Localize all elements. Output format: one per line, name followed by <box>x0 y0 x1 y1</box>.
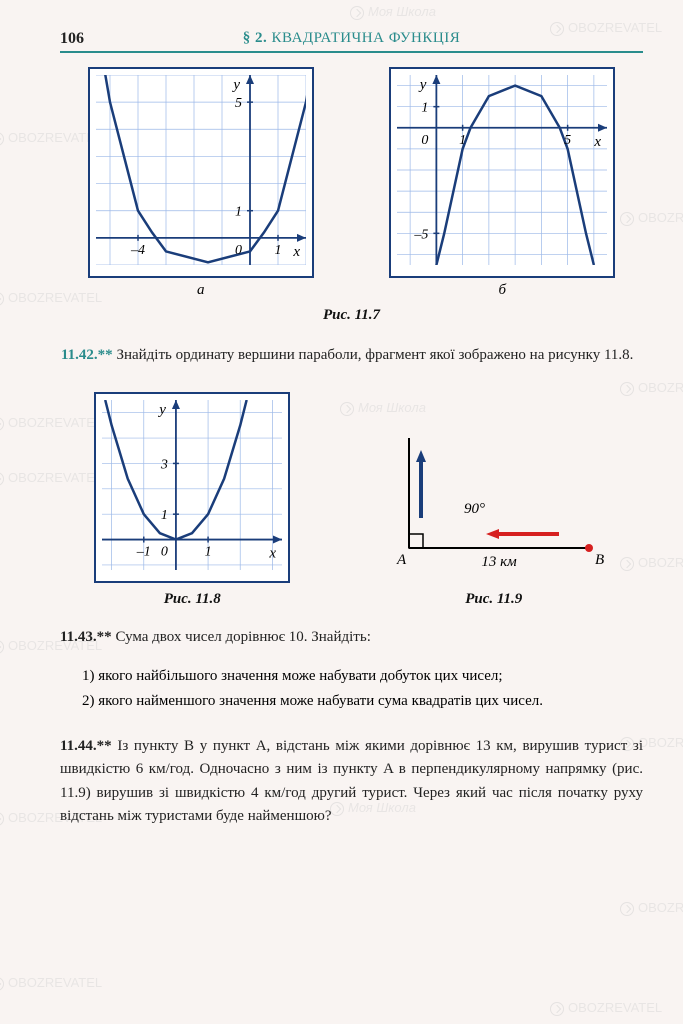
problem-11-43-num: 11.43.** <box>60 629 112 645</box>
svg-text:B: B <box>595 552 604 568</box>
svg-text:1: 1 <box>274 243 281 258</box>
problem-11-43: 11.43.** Сума двох чисел дорівнює 10. Зн… <box>60 626 643 649</box>
chart-b-caption: б <box>389 282 615 299</box>
svg-text:3: 3 <box>160 458 168 473</box>
svg-text:0: 0 <box>422 133 429 148</box>
chart-a-wrap: –4 1 1 5 0 x y а <box>88 67 314 299</box>
svg-text:x: x <box>594 134 602 150</box>
chart-b: 1 5 1 –5 0 x y <box>389 67 615 278</box>
chart-a: –4 1 1 5 0 x y <box>88 67 314 278</box>
problem-11-43-intro: Сума двох чисел дорівнює 10. Знайдіть: <box>115 629 370 645</box>
problem-11-44: 11.44.** Із пункту B у пункт A, відстань… <box>60 735 643 828</box>
svg-text:0: 0 <box>235 243 242 258</box>
problem-11-43-item1: 1) якого найбільшого значення може набув… <box>60 665 643 688</box>
diagram-9-wrap: 90° A B 13 км Рис. 11.9 <box>379 418 609 608</box>
svg-text:5: 5 <box>564 133 571 148</box>
section-title: § 2. КВАДРАТИЧНА ФУНКЦІЯ <box>60 30 643 47</box>
svg-text:1: 1 <box>422 101 429 116</box>
svg-text:y: y <box>231 77 240 93</box>
chart-b-wrap: 1 5 1 –5 0 x y б <box>389 67 615 299</box>
svg-text:–5: –5 <box>414 227 429 242</box>
chart-8-wrap: –1 1 1 3 0 x y Рис. 11.8 <box>94 392 290 608</box>
figure-11-8-9-row: –1 1 1 3 0 x y Рис. 11.8 90° A B 13 км Рис. 11.9 <box>60 392 643 608</box>
header-rule <box>60 51 643 53</box>
svg-text:1: 1 <box>235 205 242 220</box>
svg-text:5: 5 <box>235 96 242 111</box>
svg-text:90°: 90° <box>464 501 485 517</box>
figure-11-7-row: –4 1 1 5 0 x y а 1 5 1 –5 0 x y б <box>60 67 643 299</box>
fig-11-7-caption: Рис. 11.7 <box>60 307 643 324</box>
chart-8: –1 1 1 3 0 x y <box>94 392 290 583</box>
svg-text:x: x <box>292 244 300 260</box>
svg-text:1: 1 <box>205 545 212 560</box>
problem-11-44-text: Із пункту B у пункт A, відстань між яким… <box>60 738 643 824</box>
svg-text:13 км: 13 км <box>481 554 517 570</box>
fig-11-9-caption: Рис. 11.9 <box>379 591 609 608</box>
svg-text:0: 0 <box>161 545 168 560</box>
problem-11-42-text: Знайдіть ординату вершини параболи, фраг… <box>116 347 633 363</box>
diagram-9: 90° A B 13 км <box>379 418 609 578</box>
svg-text:–4: –4 <box>130 243 145 258</box>
problem-11-43-item2: 2) якого найменшого значення може набува… <box>60 690 643 713</box>
svg-text:–1: –1 <box>136 545 151 560</box>
problem-11-44-num: 11.44.** <box>60 738 112 754</box>
svg-text:1: 1 <box>459 133 466 148</box>
svg-text:1: 1 <box>161 508 168 523</box>
chart-a-caption: а <box>88 282 314 299</box>
svg-text:y: y <box>418 77 427 93</box>
fig-11-8-caption: Рис. 11.8 <box>94 591 290 608</box>
problem-11-42-num: 11.42.** <box>61 347 113 363</box>
svg-text:y: y <box>158 402 167 418</box>
svg-text:x: x <box>269 546 277 562</box>
svg-text:A: A <box>396 552 407 568</box>
problem-11-42: 11.42.** Знайдіть ординату вершини параб… <box>68 344 643 367</box>
